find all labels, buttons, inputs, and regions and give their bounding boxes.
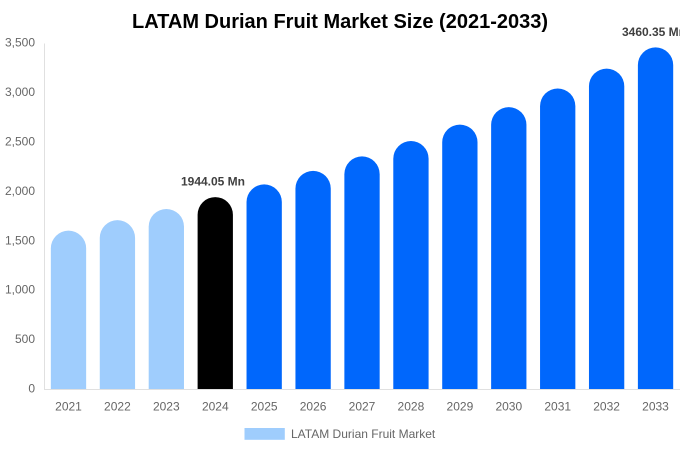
svg-text:2030: 2030 (495, 400, 522, 414)
svg-text:2032: 2032 (593, 400, 620, 414)
svg-text:3,000: 3,000 (5, 85, 35, 99)
svg-text:2,000: 2,000 (5, 184, 35, 198)
svg-text:LATAM Durian Fruit Market Size: LATAM Durian Fruit Market Size (2021-203… (132, 11, 548, 33)
svg-text:2025: 2025 (251, 400, 278, 414)
svg-text:3460.35 Mn: 3460.35 Mn (622, 25, 680, 39)
svg-text:1,500: 1,500 (5, 233, 35, 247)
svg-text:2,500: 2,500 (5, 135, 35, 149)
svg-text:2027: 2027 (349, 400, 376, 414)
svg-text:2029: 2029 (447, 400, 474, 414)
svg-text:2026: 2026 (300, 400, 327, 414)
svg-text:2028: 2028 (398, 400, 425, 414)
svg-text:1,000: 1,000 (5, 283, 35, 297)
svg-text:0: 0 (28, 382, 35, 396)
svg-text:LATAM Durian Fruit Market: LATAM Durian Fruit Market (291, 427, 436, 441)
svg-text:2031: 2031 (544, 400, 571, 414)
svg-text:2024: 2024 (202, 400, 229, 414)
svg-text:500: 500 (15, 332, 35, 346)
svg-text:2022: 2022 (104, 400, 131, 414)
svg-text:2023: 2023 (153, 400, 180, 414)
svg-text:2021: 2021 (55, 400, 82, 414)
svg-text:1944.05 Mn: 1944.05 Mn (181, 175, 245, 189)
svg-text:2033: 2033 (642, 400, 669, 414)
svg-text:3,500: 3,500 (5, 36, 35, 50)
